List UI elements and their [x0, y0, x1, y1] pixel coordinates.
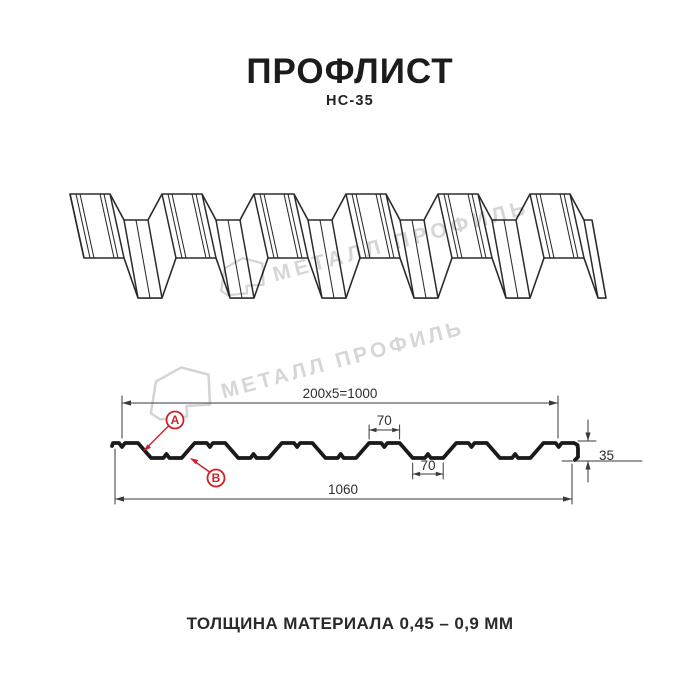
rib-edge-line: [515, 219, 531, 299]
model-code: НС-35: [326, 93, 374, 109]
dim-total-width-label: 1060: [328, 482, 358, 497]
rib-edge-line: [467, 193, 483, 259]
rib-edge-line: [447, 193, 463, 259]
rib-edge-line: [529, 193, 545, 259]
thickness-note: ТОЛЩИНА МАТЕРИАЛА 0,45 – 0,9 ММ: [186, 614, 514, 633]
callout-b-label: B: [212, 471, 221, 485]
rib-edge-line: [423, 219, 439, 299]
rib-edge-line: [307, 219, 323, 299]
rib-edge-line: [583, 219, 599, 299]
rib-edge-line: [69, 193, 85, 259]
rib-edge-line: [253, 193, 269, 259]
rib-edge-line: [79, 193, 95, 259]
header: ПРОФЛИСТ НС-35: [0, 0, 700, 109]
rib-edge-line: [539, 193, 555, 259]
rib-edge-line: [227, 219, 243, 299]
rib-edge-line: [443, 193, 459, 259]
rib-edge-line: [437, 193, 453, 259]
callout-b: B: [190, 458, 226, 488]
rib-edge-line: [535, 193, 551, 259]
rib-edge-line: [355, 193, 371, 259]
dim-height-label: 35: [599, 448, 614, 463]
dim-height: [561, 419, 643, 483]
rib-edge-line: [123, 219, 139, 299]
rib-edge-line: [503, 219, 519, 299]
rib-edge-line: [263, 193, 279, 259]
rib-edge-line: [147, 219, 163, 299]
rib-edge-line: [99, 193, 115, 259]
rib-edge-line: [569, 193, 585, 259]
rib-edge-line: [491, 219, 507, 299]
dim-total-width: [114, 448, 573, 505]
rib-edge-line: [375, 193, 391, 259]
dim-trough-width: [412, 462, 444, 480]
rib-edge-line: [109, 193, 125, 259]
callout-a-label: A: [171, 413, 180, 427]
rib-edge-line: [259, 193, 275, 259]
rib-edge-line: [191, 193, 207, 259]
rib-edge-line: [385, 193, 401, 259]
rib-edge-line: [103, 193, 119, 259]
rib-edge-line: [345, 193, 361, 259]
rib-edge-line: [283, 193, 299, 259]
rib-edge-line: [287, 193, 303, 259]
dim-top-width: [121, 395, 559, 439]
rib-edge-line: [331, 219, 347, 299]
page-title: ПРОФЛИСТ: [246, 52, 454, 91]
dim-crest-width-label: 70: [377, 413, 392, 428]
rib-edge-line: [559, 193, 575, 259]
rib-edge-line: [351, 193, 367, 259]
rib-edge-line: [171, 193, 187, 259]
profile-outline: [110, 441, 580, 462]
rib-edge-line: [201, 193, 217, 259]
cross-section-diagram: 200x5=1000 70 70: [110, 386, 643, 505]
rib-edge-line: [195, 193, 211, 259]
rib-edge-line: [215, 219, 231, 299]
dim-top-width-label: 200x5=1000: [303, 386, 378, 401]
sheet-3d-view: [69, 193, 607, 299]
rib-edge-line: [319, 219, 335, 299]
dim-trough-width-label: 70: [420, 458, 435, 473]
rib-edge-line: [293, 193, 309, 259]
rib-edge-line: [471, 193, 487, 259]
rib-edge-line: [477, 193, 493, 259]
dim-crest-width: [368, 424, 401, 440]
callout-a: A: [143, 410, 185, 452]
rib-edge-line: [135, 219, 151, 299]
watermark-lower: МЕТАЛЛ ПРОФИЛЬ: [149, 316, 467, 421]
rib-edge-line: [399, 219, 415, 299]
rib-edge-line: [161, 193, 177, 259]
rib-edge-line: [411, 219, 427, 299]
rib-edge-line: [379, 193, 395, 259]
rib-edge-line: [75, 193, 91, 259]
rib-edge-line: [167, 193, 183, 259]
rib-edge-line: [563, 193, 579, 259]
metall-profil-logo-icon: [219, 257, 265, 297]
